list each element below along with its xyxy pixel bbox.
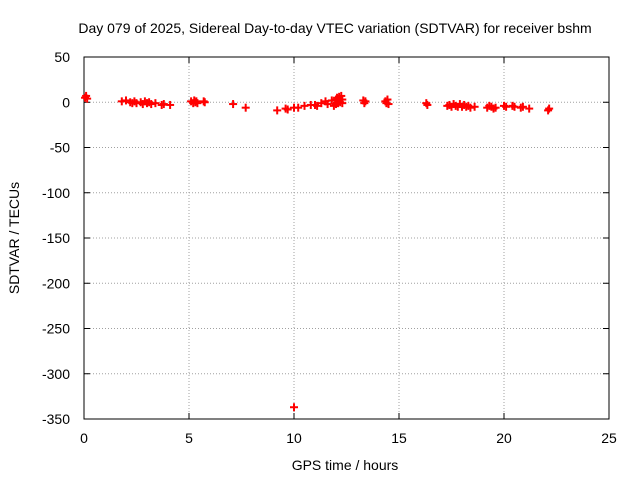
data-point xyxy=(151,99,160,108)
data-point xyxy=(338,99,347,108)
data-point xyxy=(241,103,250,112)
data-point xyxy=(229,100,238,109)
data-point xyxy=(294,103,303,112)
data-point xyxy=(423,100,432,109)
data-point xyxy=(545,104,554,113)
data-point xyxy=(283,105,292,114)
y-tick-label: 0 xyxy=(62,94,70,110)
x-axis-label: GPS time / hours xyxy=(292,457,399,473)
data-point xyxy=(273,106,282,115)
x-tick-label: 0 xyxy=(80,430,88,446)
data-point xyxy=(323,100,332,109)
data-point xyxy=(384,100,393,109)
axis-ticks xyxy=(83,56,610,420)
x-tick-label: 10 xyxy=(286,430,302,446)
data-point xyxy=(122,96,130,105)
y-tick-label: -350 xyxy=(42,411,70,427)
x-tick-label: 15 xyxy=(391,430,407,446)
data-point xyxy=(383,95,392,104)
y-tick-labels: 50 0 -50 -100 -150 -200 -250 -300 -350 xyxy=(42,49,70,427)
y-tick-label: -100 xyxy=(42,185,70,201)
y-tick-label: 50 xyxy=(54,49,70,65)
data-point xyxy=(200,98,209,107)
data-point xyxy=(470,102,479,111)
grid-lines xyxy=(84,57,609,419)
x-tick-label: 5 xyxy=(185,430,193,446)
data-point xyxy=(83,94,92,103)
data-point xyxy=(193,99,202,108)
data-point xyxy=(491,103,500,112)
data-point xyxy=(361,97,370,106)
y-axis-label: SDTVAR / TECUs xyxy=(6,182,22,294)
y-tick-label: -50 xyxy=(50,140,70,156)
data-points xyxy=(81,91,554,412)
data-point xyxy=(525,104,534,113)
data-point xyxy=(313,101,322,110)
y-tick-label: -150 xyxy=(42,230,70,246)
data-point xyxy=(518,102,527,111)
x-tick-labels: 0 5 10 15 20 25 xyxy=(80,430,617,446)
y-tick-label: -200 xyxy=(42,275,70,291)
y-tick-label: -250 xyxy=(42,321,70,337)
x-tick-label: 20 xyxy=(496,430,512,446)
chart-title: Day 079 of 2025, Sidereal Day-to-day VTE… xyxy=(78,20,591,36)
y-tick-label: -300 xyxy=(42,366,70,382)
data-point xyxy=(166,100,175,109)
data-point xyxy=(290,403,298,412)
x-tick-label: 25 xyxy=(601,430,617,446)
